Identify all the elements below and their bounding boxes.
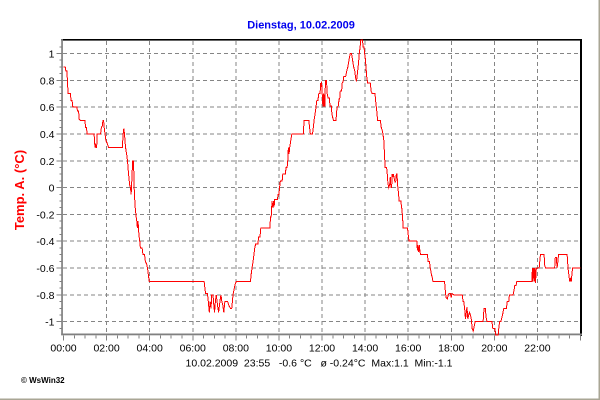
svg-text:0.6: 0.6 [40, 102, 55, 114]
svg-text:1: 1 [49, 49, 55, 61]
svg-text:10:00: 10:00 [266, 343, 292, 355]
svg-text:14:00: 14:00 [352, 343, 378, 355]
svg-text:0.4: 0.4 [40, 129, 55, 141]
svg-text:10.02.2009 23:55 -0.6 °C: 10.02.2009 23:55 -0.6 °C ø -0.24°C Max:1… [186, 358, 453, 370]
svg-text:0.8: 0.8 [40, 75, 55, 87]
svg-text:© WsWin32: © WsWin32 [21, 376, 65, 385]
svg-text:04:00: 04:00 [137, 343, 163, 355]
svg-text:-0.8: -0.8 [36, 290, 54, 302]
svg-text:0.2: 0.2 [40, 156, 55, 168]
svg-text:06:00: 06:00 [180, 343, 206, 355]
svg-text:08:00: 08:00 [223, 343, 249, 355]
svg-text:20:00: 20:00 [481, 343, 507, 355]
svg-text:0: 0 [49, 183, 55, 195]
svg-text:12:00: 12:00 [309, 343, 335, 355]
svg-text:22:00: 22:00 [524, 343, 550, 355]
svg-text:-1: -1 [45, 317, 54, 329]
svg-text:-0.2: -0.2 [36, 209, 54, 221]
svg-text:02:00: 02:00 [93, 343, 119, 355]
svg-text:-0.4: -0.4 [36, 236, 54, 248]
svg-text:Dienstag, 10.02.2009: Dienstag, 10.02.2009 [247, 20, 355, 32]
svg-text:16:00: 16:00 [395, 343, 421, 355]
svg-text:18:00: 18:00 [438, 343, 464, 355]
svg-text:-0.6: -0.6 [36, 263, 54, 275]
svg-text:00:00: 00:00 [50, 343, 76, 355]
svg-text:Temp. A. (°C): Temp. A. (°C) [12, 150, 27, 230]
